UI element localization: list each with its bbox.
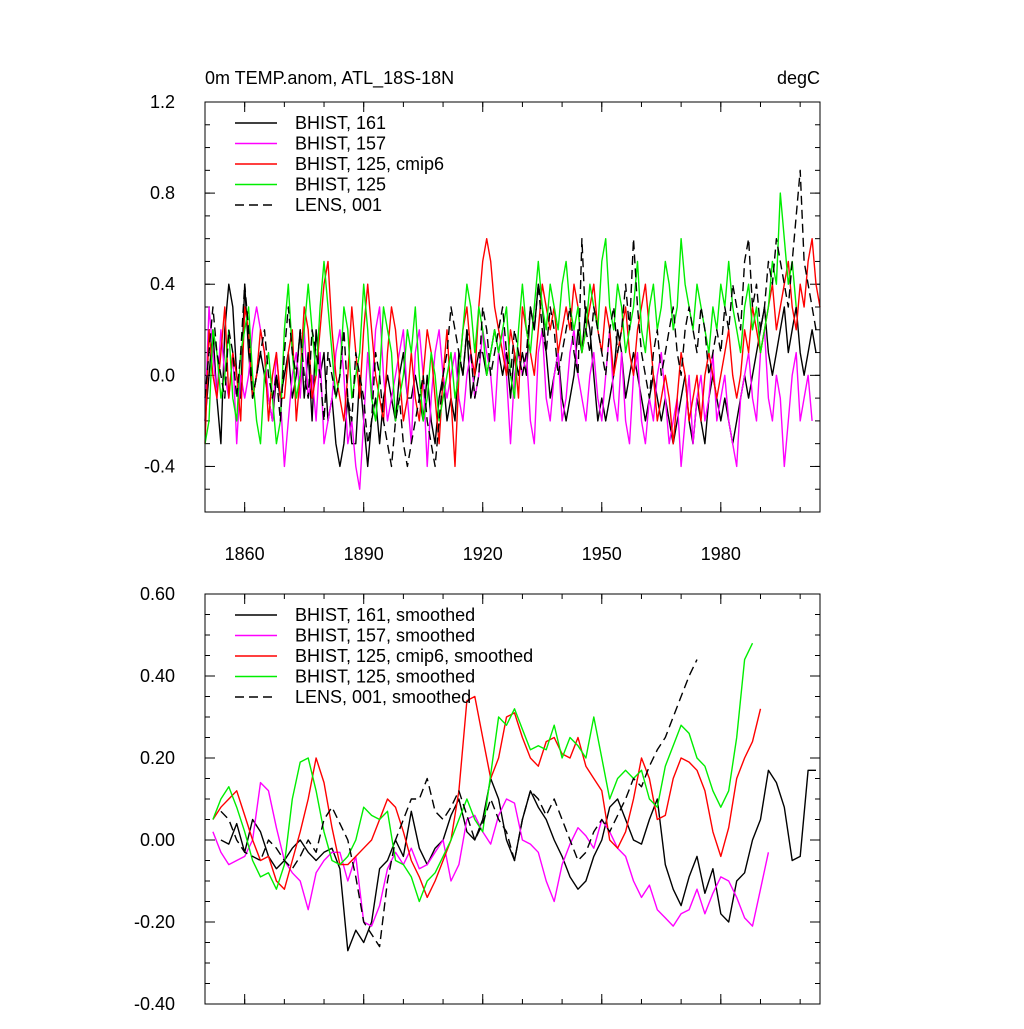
series-line-3 (204, 192, 797, 445)
plot-frame-top (204, 101, 821, 513)
panel-bottom-smoothed: -0.40 -0.20 0.00 0.20 0.40 0.60 BHIST, 161, s… (134, 584, 821, 1014)
series-line-0 (220, 769, 816, 952)
chart-units: degC (777, 68, 820, 88)
legend-label-2: BHIST, 125, cmip6, smoothed (295, 646, 533, 666)
legend-label-0: BHIST, 161, smoothed (295, 605, 475, 625)
y-tick-label: -0.4 (144, 456, 175, 476)
y-tick-label: 0.4 (150, 274, 175, 294)
y-tick-label: -0.40 (134, 994, 175, 1014)
x-tick-label: 1860 (225, 544, 265, 564)
x-tick-label: 1980 (701, 544, 741, 564)
y-tick-label: -0.20 (134, 912, 175, 932)
series-line-4 (220, 659, 698, 948)
legend-label-2: BHIST, 125, cmip6 (295, 154, 444, 174)
series-line-2 (212, 695, 762, 899)
series-group-top (204, 169, 821, 490)
legend-label-3: BHIST, 125, smoothed (295, 667, 475, 687)
plot-frame-bottom (204, 593, 821, 1005)
series-line-2 (204, 237, 821, 468)
x-tick-label: 1890 (344, 544, 384, 564)
y-tick-label: 0.40 (140, 666, 175, 686)
legend-label-1: BHIST, 157, smoothed (295, 626, 475, 646)
x-tick-label: 1920 (463, 544, 503, 564)
legend-label-4: LENS, 001, smoothed (295, 687, 471, 707)
panel-top-raw: 0m TEMP.anom, ATL_18S-18N degC -0.4 0.0 0.… (144, 68, 821, 564)
y-tick-label: 0.60 (140, 584, 175, 604)
legend-label-1: BHIST, 157 (295, 134, 386, 154)
legend-label-3: BHIST, 125 (295, 175, 386, 195)
x-tick-label: 1950 (582, 544, 622, 564)
chart-title: 0m TEMP.anom, ATL_18S-18N (205, 68, 454, 89)
y-tick-label: 0.0 (150, 365, 175, 385)
y-tick-label: 0.00 (140, 830, 175, 850)
series-line-3 (212, 642, 754, 903)
series-line-4 (204, 169, 817, 468)
y-tick-label: 0.8 (150, 183, 175, 203)
y-tick-label: 0.20 (140, 748, 175, 768)
axis-ticks-top: -0.4 0.0 0.4 0.8 1.2 1860 1890 1920 1950 1980 (144, 92, 820, 564)
y-tick-label: 1.2 (150, 92, 175, 112)
series-line-1 (212, 781, 770, 927)
legend-label-0: BHIST, 161 (295, 113, 386, 133)
legend-label-4: LENS, 001 (295, 195, 382, 215)
series-line-1 (204, 306, 813, 490)
series-group-bottom (212, 642, 816, 952)
